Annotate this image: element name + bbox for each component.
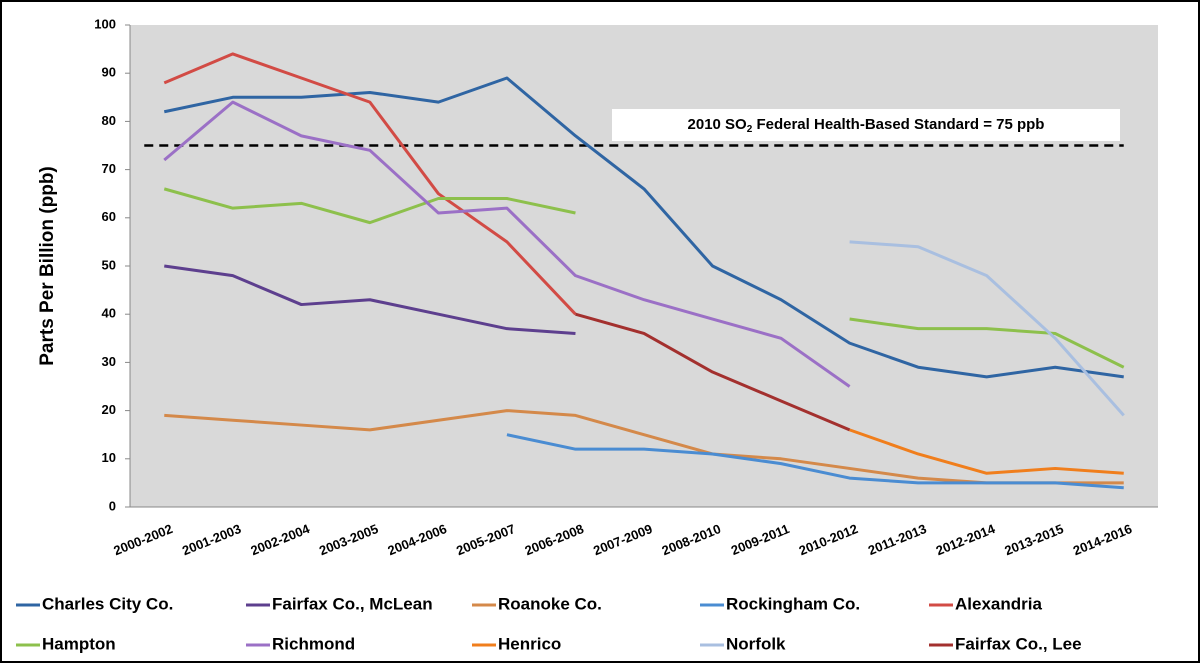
annotation-subscript: 2 (747, 124, 753, 135)
y-tick-label: 20 (102, 402, 116, 417)
y-tick-label: 100 (94, 16, 116, 31)
series-line (163, 52, 577, 316)
series-line (163, 76, 1124, 379)
legend-label: Rockingham Co. (726, 594, 860, 613)
annotation-text: 2010 SO (688, 116, 748, 133)
series-line (849, 240, 1125, 417)
y-tick-label: 50 (102, 257, 116, 272)
y-axis-label: Parts Per Billion (ppb) (37, 166, 58, 366)
plot-area (130, 25, 1158, 507)
annotation-box (612, 109, 1120, 141)
series-line (575, 312, 851, 432)
legend-label: Henrico (498, 634, 561, 653)
y-tick-label: 0 (109, 498, 116, 513)
y-tick-label: 90 (102, 65, 116, 80)
legend-label: Roanoke Co. (498, 594, 602, 613)
legend-label: Norfolk (726, 634, 786, 653)
annotation: 2010 SO2 Federal Health-Based Standard =… (688, 116, 1045, 135)
series-line (164, 264, 576, 335)
series-line (163, 187, 1125, 369)
y-tick-label: 40 (102, 306, 116, 321)
series-line (164, 409, 1124, 485)
y-tick-label: 80 (102, 113, 116, 128)
legend-label: Richmond (272, 634, 355, 653)
legend-label: Hampton (42, 634, 116, 653)
series-line (163, 100, 851, 388)
annotation-rest: Federal Health-Based Standard = 75 ppb (752, 116, 1044, 133)
legend-label: Fairfax Co., Lee (955, 634, 1082, 653)
y-tick-label: 70 (102, 161, 116, 176)
legend-label: Alexandria (955, 594, 1042, 613)
series-line (849, 428, 1124, 475)
y-tick-label: 10 (102, 450, 116, 465)
y-tick-label: 30 (102, 354, 116, 369)
series-line (506, 433, 1124, 490)
legend-label: Fairfax Co., McLean (272, 594, 433, 613)
y-tick-label: 60 (102, 209, 116, 224)
legend-label: Charles City Co. (42, 594, 173, 613)
